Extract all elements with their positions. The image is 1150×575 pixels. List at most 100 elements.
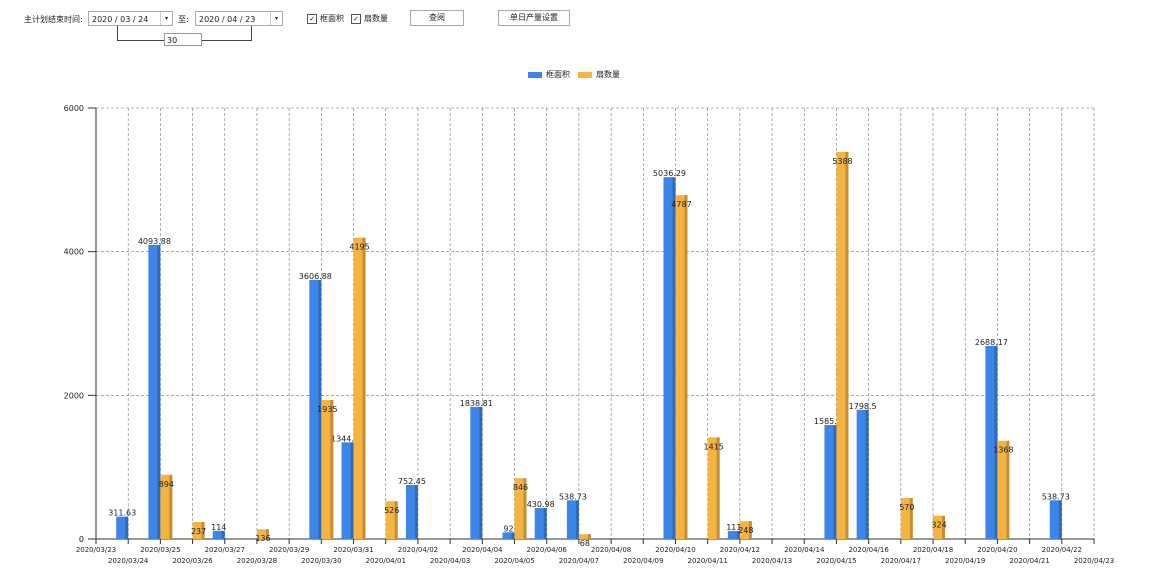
x-tick-label: 2020/04/06 [527,546,568,554]
bar-count [739,521,752,539]
count-checkbox-label: 扇数量 [364,14,388,23]
x-tick-label: 2020/03/28 [237,557,277,565]
chevron-down-icon[interactable]: ▾ [160,12,172,25]
data-label: 846 [513,483,528,492]
x-tick-label: 2020/04/22 [1042,546,1082,554]
count-checkbox[interactable]: ✓ 扇数量 [351,13,388,24]
bar-shade [523,478,527,539]
area-checkbox[interactable]: ✓ 框面积 [307,13,344,24]
days-input[interactable]: 30 [164,33,202,46]
x-tick-label: 2020/04/07 [559,557,599,565]
data-label: 1798.5 [849,402,877,411]
x-tick-label: 2020/03/29 [269,546,309,554]
bar-shade [511,532,515,539]
bar-shade [169,474,173,539]
data-label: 430.98 [527,500,555,509]
bar-count [353,237,366,539]
bar-shade [994,345,998,539]
y-tick-label: 6000 [64,104,84,113]
bar-shade [543,508,547,539]
bar-count [933,515,946,539]
x-tick-label: 2020/03/30 [301,557,341,565]
x-tick-label: 2020/03/26 [172,557,213,565]
x-tick-label: 2020/04/03 [430,557,470,565]
bar-shade [672,177,676,539]
x-tick-label: 2020/04/18 [913,546,953,554]
bar-count [192,521,205,539]
data-label: 4195 [349,243,369,252]
bar-shade [575,500,579,539]
bar-count [675,195,688,539]
bar-shade [942,515,946,539]
x-tick-label: 2020/04/04 [462,546,503,554]
legend-area-label: 框面积 [546,70,570,79]
bar-area [470,406,483,539]
bar-shade [394,501,398,539]
bar-area [148,244,161,539]
bar-area [824,425,837,539]
x-tick-label: 2020/04/13 [752,557,792,565]
bar-count [160,474,173,539]
data-label: 752.45 [398,477,426,486]
bar-area [1049,500,1062,539]
bar-count [578,534,591,539]
chevron-down-icon[interactable]: ▾ [270,12,282,25]
start-date-picker[interactable]: 2020 / 03 / 24 ▾ [88,11,173,26]
bar-area [856,409,869,539]
x-tick-label: 2020/04/01 [366,557,406,565]
checkmark-icon: ✓ [307,13,317,24]
x-tick-label: 2020/03/25 [140,546,180,554]
x-tick-label: 2020/04/02 [398,546,438,554]
x-tick-label: 2020/04/11 [687,557,727,565]
bar-shade [221,530,225,539]
data-label: 248 [738,526,753,535]
bar-area [663,177,676,539]
bar-area [534,508,547,539]
data-label: 526 [384,506,399,515]
x-tick-label: 2020/04/05 [494,557,534,565]
data-label: 5036.29 [653,169,686,178]
bar-shade [350,442,354,539]
data-label: 111 [726,523,741,532]
bar-area [405,484,418,539]
date-range-label: 主计划结束时间: [24,15,83,24]
start-date-value: 2020 / 03 / 24 [92,15,149,24]
bar-area [985,345,998,539]
data-label: 1344.95 [331,434,364,443]
x-tick-label: 2020/04/09 [623,557,663,565]
x-tick-label: 2020/04/23 [1074,557,1114,565]
query-button[interactable]: 查阅 [410,10,464,26]
data-label: 114 [211,523,226,532]
legend-area: 框面积 [528,69,570,80]
data-label: 5388 [832,157,852,166]
bar-count [836,151,849,539]
to-label: 至: [178,15,189,24]
bar-area [341,442,354,539]
area-checkbox-label: 框面积 [320,14,344,23]
x-tick-label: 2020/04/16 [848,546,889,554]
end-date-picker[interactable]: 2020 / 04 / 23 ▾ [195,11,283,26]
bar-count [256,529,269,539]
bar-shade [362,237,366,539]
bar-shade [201,521,205,539]
x-tick-label: 2020/03/31 [333,546,373,554]
bar-shade [414,484,418,539]
daily-output-settings-button[interactable]: 单日产量设置 [498,10,570,26]
y-tick-label: 0 [79,535,84,544]
data-label: 570 [899,503,914,512]
legend: 框面积 扇数量 [528,69,620,80]
data-label: 237 [191,527,206,536]
bar-shade [748,521,752,539]
data-label: 68 [580,539,590,548]
bar-area [212,530,225,539]
data-label: 3606.88 [299,272,332,281]
x-tick-label: 2020/03/23 [76,546,116,554]
bar-shade [845,151,849,539]
bar-shade [587,534,591,539]
data-label: 1585.96 [814,417,847,426]
data-label: 324 [931,521,946,530]
bar-count [900,498,913,539]
y-tick-label: 4000 [64,248,84,257]
x-tick-label: 2020/04/19 [945,557,985,565]
